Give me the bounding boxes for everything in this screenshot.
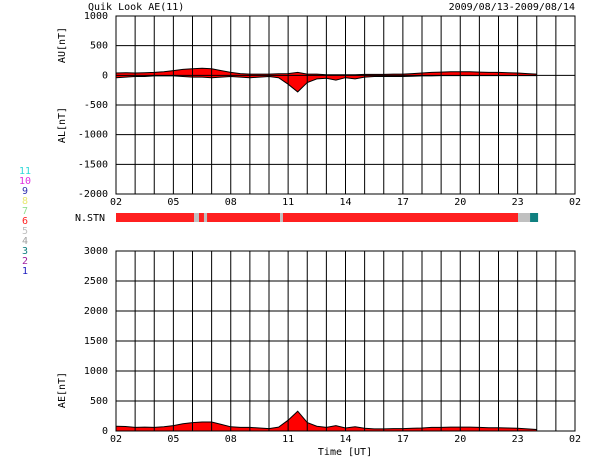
y-tick-label: 500 bbox=[90, 41, 108, 52]
x-tick-label: 11 bbox=[282, 434, 294, 445]
station-segment bbox=[518, 213, 531, 222]
level-legend: 1 bbox=[22, 266, 28, 277]
station-segment bbox=[194, 213, 200, 222]
x-tick-label: 02 bbox=[110, 434, 122, 445]
level-legend: 10 bbox=[19, 176, 31, 187]
y-tick-label: 0 bbox=[102, 70, 108, 81]
x-tick-label: 02 bbox=[569, 434, 581, 445]
y-tick-label: 2500 bbox=[84, 276, 108, 287]
station-label: N.STN bbox=[75, 213, 105, 224]
station-segment bbox=[199, 213, 204, 222]
x-tick-label: 20 bbox=[454, 197, 466, 208]
y-axis-label: AU[nT] bbox=[57, 27, 68, 63]
level-legend: 7 bbox=[22, 206, 28, 217]
area bbox=[116, 68, 537, 76]
x-tick-label: 23 bbox=[512, 197, 524, 208]
x-tick-label: 17 bbox=[397, 434, 409, 445]
x-tick-label: 02 bbox=[569, 197, 581, 208]
plot-frame bbox=[115, 250, 576, 432]
station-segment bbox=[116, 213, 195, 222]
area bbox=[116, 411, 537, 431]
station-segment bbox=[207, 213, 281, 222]
x-tick-label: 02 bbox=[110, 197, 122, 208]
y-tick-label: 1000 bbox=[84, 366, 108, 377]
y-tick-label: -2000 bbox=[78, 189, 108, 200]
x-axis-label: Time [UT] bbox=[318, 447, 372, 458]
x-tick-label: 23 bbox=[512, 434, 524, 445]
y-tick-label: 1000 bbox=[84, 11, 108, 22]
y-tick-label: -500 bbox=[84, 100, 108, 111]
y-tick-label: 1500 bbox=[84, 336, 108, 347]
chart-title: Quik Look AE(11) bbox=[88, 2, 184, 13]
y-tick-label: 500 bbox=[90, 396, 108, 407]
y-tick-label: 3000 bbox=[84, 246, 108, 257]
station-segment bbox=[282, 213, 519, 222]
level-legend: 5 bbox=[22, 226, 28, 237]
plot-frame bbox=[115, 15, 576, 195]
level-legend: 3 bbox=[22, 246, 28, 257]
level-legend: 9 bbox=[22, 186, 28, 197]
x-tick-label: 05 bbox=[167, 197, 179, 208]
station-segment bbox=[280, 213, 283, 222]
x-tick-label: 20 bbox=[454, 434, 466, 445]
x-tick-label: 14 bbox=[339, 197, 351, 208]
x-tick-label: 08 bbox=[225, 197, 237, 208]
y-axis-label: AL[nT] bbox=[57, 107, 68, 143]
x-tick-label: 05 bbox=[167, 434, 179, 445]
y-axis-label: AE[nT] bbox=[57, 372, 68, 408]
y-tick-label: -1500 bbox=[78, 159, 108, 170]
date-range: 2009/08/13-2009/08/14 bbox=[449, 2, 575, 13]
x-tick-label: 17 bbox=[397, 197, 409, 208]
y-tick-label: 2000 bbox=[84, 306, 108, 317]
y-tick-label: 0 bbox=[102, 426, 108, 437]
y-tick-label: -1000 bbox=[78, 130, 108, 141]
level-legend: 6 bbox=[22, 216, 28, 227]
x-tick-label: 08 bbox=[225, 434, 237, 445]
level-legend: 4 bbox=[22, 236, 28, 247]
station-segment bbox=[530, 213, 539, 222]
x-tick-label: 11 bbox=[282, 197, 294, 208]
level-legend: 8 bbox=[22, 196, 28, 207]
x-tick-label: 14 bbox=[339, 434, 351, 445]
level-legend: 11 bbox=[19, 166, 31, 177]
level-legend: 2 bbox=[22, 256, 28, 267]
station-segment bbox=[203, 213, 208, 222]
